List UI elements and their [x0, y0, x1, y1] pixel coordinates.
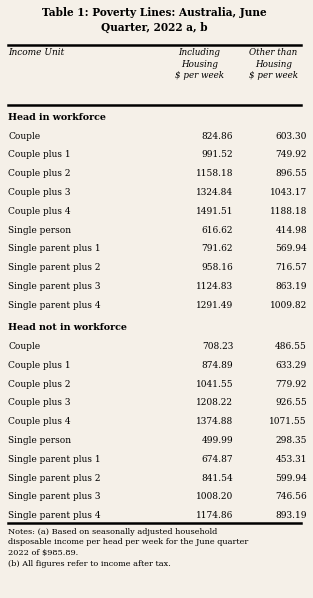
- Text: Single parent plus 4: Single parent plus 4: [8, 301, 101, 310]
- Text: 1188.18: 1188.18: [270, 207, 307, 216]
- Text: 674.87: 674.87: [202, 454, 233, 463]
- Text: 893.19: 893.19: [275, 511, 307, 520]
- Text: 746.56: 746.56: [275, 492, 307, 501]
- Text: 1009.82: 1009.82: [270, 301, 307, 310]
- Text: 1491.51: 1491.51: [196, 207, 233, 216]
- Text: Couple: Couple: [8, 132, 40, 141]
- Text: Head in workforce: Head in workforce: [8, 113, 106, 122]
- Text: 1208.22: 1208.22: [196, 398, 233, 407]
- Text: Single parent plus 4: Single parent plus 4: [8, 511, 101, 520]
- Text: 486.55: 486.55: [275, 342, 307, 351]
- Text: 616.62: 616.62: [202, 225, 233, 234]
- Text: 1158.18: 1158.18: [196, 169, 233, 178]
- Text: Couple plus 3: Couple plus 3: [8, 188, 71, 197]
- Text: 569.94: 569.94: [275, 245, 307, 254]
- Text: 603.30: 603.30: [276, 132, 307, 141]
- Text: Including
Housing
$ per week: Including Housing $ per week: [175, 48, 224, 80]
- Text: Couple plus 2: Couple plus 2: [8, 380, 71, 389]
- Text: Couple plus 1: Couple plus 1: [8, 151, 71, 160]
- Text: 1124.83: 1124.83: [196, 282, 233, 291]
- Text: 708.23: 708.23: [202, 342, 233, 351]
- Text: Single parent plus 1: Single parent plus 1: [8, 454, 101, 463]
- Text: 841.54: 841.54: [201, 474, 233, 483]
- Text: Couple plus 1: Couple plus 1: [8, 361, 71, 370]
- Text: Couple plus 3: Couple plus 3: [8, 398, 71, 407]
- Text: 1374.88: 1374.88: [196, 417, 233, 426]
- Text: 1041.55: 1041.55: [196, 380, 233, 389]
- Text: 824.86: 824.86: [202, 132, 233, 141]
- Text: Other than
Housing
$ per week: Other than Housing $ per week: [249, 48, 298, 80]
- Text: Couple plus 4: Couple plus 4: [8, 417, 71, 426]
- Text: 1008.20: 1008.20: [196, 492, 233, 501]
- Text: 453.31: 453.31: [275, 454, 307, 463]
- Text: 1174.86: 1174.86: [196, 511, 233, 520]
- Text: Single parent plus 3: Single parent plus 3: [8, 492, 101, 501]
- Text: 926.55: 926.55: [275, 398, 307, 407]
- Text: Couple: Couple: [8, 342, 40, 351]
- Text: 1043.17: 1043.17: [270, 188, 307, 197]
- Text: 749.92: 749.92: [275, 151, 307, 160]
- Text: 896.55: 896.55: [275, 169, 307, 178]
- Text: 874.89: 874.89: [202, 361, 233, 370]
- Text: 599.94: 599.94: [275, 474, 307, 483]
- Text: 863.19: 863.19: [275, 282, 307, 291]
- Text: Table 1: Poverty Lines: Australia, June
Quarter, 2022 a, b: Table 1: Poverty Lines: Australia, June …: [42, 7, 267, 33]
- Text: Head not in workforce: Head not in workforce: [8, 323, 127, 332]
- Text: Single person: Single person: [8, 436, 71, 445]
- Text: 1324.84: 1324.84: [196, 188, 233, 197]
- Text: 633.29: 633.29: [276, 361, 307, 370]
- Text: Couple plus 4: Couple plus 4: [8, 207, 71, 216]
- Text: 298.35: 298.35: [275, 436, 307, 445]
- Text: 499.99: 499.99: [202, 436, 233, 445]
- Text: Notes: (a) Based on seasonally adjusted household
disposable income per head per: Notes: (a) Based on seasonally adjusted …: [8, 527, 249, 568]
- Text: 1291.49: 1291.49: [196, 301, 233, 310]
- Text: 791.62: 791.62: [202, 245, 233, 254]
- Text: 958.16: 958.16: [201, 263, 233, 272]
- Text: Single parent plus 2: Single parent plus 2: [8, 474, 101, 483]
- Text: 414.98: 414.98: [275, 225, 307, 234]
- Text: Single parent plus 2: Single parent plus 2: [8, 263, 101, 272]
- Text: Income Unit: Income Unit: [8, 48, 65, 57]
- Text: Single person: Single person: [8, 225, 71, 234]
- Text: Couple plus 2: Couple plus 2: [8, 169, 71, 178]
- Text: 779.92: 779.92: [275, 380, 307, 389]
- Text: Single parent plus 3: Single parent plus 3: [8, 282, 101, 291]
- Text: Single parent plus 1: Single parent plus 1: [8, 245, 101, 254]
- Text: 991.52: 991.52: [202, 151, 233, 160]
- Text: 716.57: 716.57: [275, 263, 307, 272]
- Text: 1071.55: 1071.55: [269, 417, 307, 426]
